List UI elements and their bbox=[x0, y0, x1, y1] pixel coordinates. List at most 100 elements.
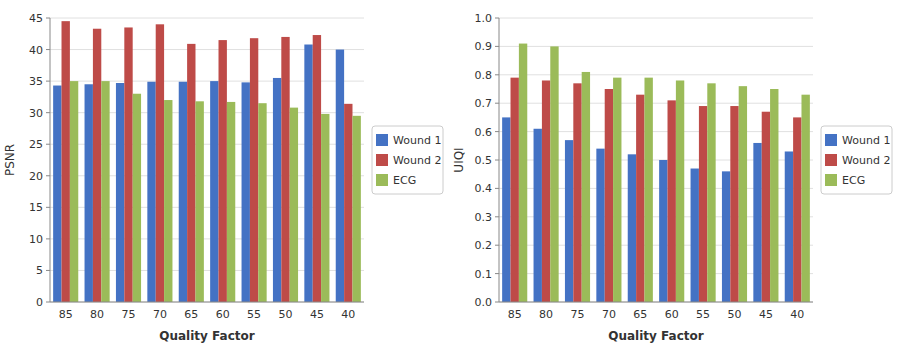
bars bbox=[502, 44, 810, 302]
y-tick bbox=[46, 81, 50, 82]
bar bbox=[242, 82, 250, 302]
bar bbox=[573, 83, 581, 302]
bar bbox=[281, 37, 289, 302]
bar bbox=[762, 112, 770, 302]
x-tick-label: 80 bbox=[539, 308, 553, 321]
bar bbox=[187, 44, 195, 302]
x-tick-label: 75 bbox=[571, 308, 585, 321]
y-tick bbox=[495, 74, 499, 75]
bar bbox=[691, 169, 699, 302]
y-tick bbox=[495, 18, 499, 19]
bar bbox=[352, 116, 360, 302]
x-tick-label: 55 bbox=[247, 308, 261, 321]
bar bbox=[93, 29, 101, 302]
grid-line bbox=[499, 74, 813, 75]
bar bbox=[628, 154, 636, 302]
y-tick bbox=[46, 175, 50, 176]
bar bbox=[605, 89, 613, 302]
y-tick bbox=[495, 188, 499, 189]
x-axis-line bbox=[499, 302, 813, 303]
legend-label: ECG bbox=[842, 174, 865, 187]
y-tick-label: 0.0 bbox=[475, 296, 493, 309]
grid-line bbox=[499, 18, 813, 19]
y-tick bbox=[46, 270, 50, 271]
x-axis-line bbox=[50, 302, 364, 303]
bar bbox=[336, 50, 344, 302]
bar bbox=[250, 38, 258, 302]
x-tick-label: 50 bbox=[728, 308, 742, 321]
y-tick bbox=[46, 207, 50, 208]
bar bbox=[210, 81, 218, 302]
y-tick bbox=[495, 46, 499, 47]
x-tick-label: 50 bbox=[279, 308, 293, 321]
legend: Wound 1 Wound 2 ECG bbox=[821, 126, 892, 194]
bar bbox=[644, 78, 652, 302]
bar bbox=[344, 104, 352, 302]
y-tick-label: 30 bbox=[29, 107, 43, 120]
bar bbox=[62, 21, 70, 302]
bar bbox=[659, 160, 667, 302]
x-tick-label: 55 bbox=[696, 308, 710, 321]
y-tick-label: 35 bbox=[29, 75, 43, 88]
bar bbox=[53, 86, 61, 302]
x-tick-label: 65 bbox=[633, 308, 647, 321]
y-tick bbox=[46, 302, 50, 303]
x-tick-label: 60 bbox=[665, 308, 679, 321]
y-axis-label: PSNR bbox=[3, 144, 17, 176]
bar bbox=[542, 80, 550, 302]
y-tick-label: 0.8 bbox=[475, 69, 493, 82]
y-tick bbox=[495, 160, 499, 161]
bar bbox=[770, 89, 778, 302]
y-tick-label: 40 bbox=[29, 44, 43, 57]
y-tick-label: 10 bbox=[29, 233, 43, 246]
legend-swatch bbox=[825, 154, 837, 166]
legend: Wound 1Wound 2ECG bbox=[372, 126, 443, 194]
bar bbox=[785, 151, 793, 302]
legend-label: Wound 2 bbox=[393, 154, 441, 167]
chart-panel: 05101520253035404585807570656055504540Qu… bbox=[3, 12, 443, 343]
legend-frame bbox=[372, 126, 443, 194]
bar bbox=[116, 83, 124, 302]
x-tick-label: 45 bbox=[759, 308, 773, 321]
bar bbox=[290, 108, 298, 302]
bar bbox=[147, 82, 155, 302]
x-tick-label: 70 bbox=[602, 308, 616, 321]
bar bbox=[70, 81, 78, 302]
grid-line bbox=[499, 46, 813, 47]
bar bbox=[85, 84, 93, 302]
bar bbox=[801, 95, 809, 302]
y-tick-label: 25 bbox=[29, 138, 43, 151]
x-axis-label: Quality Factor bbox=[159, 329, 254, 343]
bar bbox=[101, 81, 109, 302]
bar bbox=[613, 78, 621, 302]
y-tick bbox=[46, 49, 50, 50]
bar bbox=[519, 44, 527, 302]
legend-swatch bbox=[376, 134, 388, 146]
grid-line bbox=[50, 302, 364, 303]
y-tick-label: 0 bbox=[36, 296, 43, 309]
x-tick-label: 40 bbox=[341, 308, 355, 321]
x-tick-label: 75 bbox=[122, 308, 136, 321]
y-tick-label: 45 bbox=[29, 12, 43, 25]
y-tick bbox=[495, 216, 499, 217]
legend-swatch bbox=[376, 174, 388, 186]
bar bbox=[699, 106, 707, 302]
bar bbox=[739, 86, 747, 302]
y-tick-label: 20 bbox=[29, 170, 43, 183]
chart-canvas: 05101520253035404585807570656055504540Qu… bbox=[0, 0, 898, 350]
bar bbox=[707, 83, 715, 302]
legend-label: Wound 2 bbox=[842, 154, 890, 167]
y-tick bbox=[495, 273, 499, 274]
bar bbox=[511, 78, 519, 302]
bar bbox=[534, 129, 542, 302]
y-tick-label: 0.4 bbox=[475, 182, 493, 195]
legend-label: Wound 1 bbox=[842, 134, 890, 147]
legend-label: ECG bbox=[393, 174, 416, 187]
y-tick bbox=[46, 18, 50, 19]
bar bbox=[195, 101, 203, 302]
x-tick-label: 40 bbox=[790, 308, 804, 321]
bar bbox=[722, 171, 730, 302]
y-axis-line bbox=[499, 18, 500, 302]
x-tick-label: 65 bbox=[184, 308, 198, 321]
legend-swatch bbox=[825, 174, 837, 186]
